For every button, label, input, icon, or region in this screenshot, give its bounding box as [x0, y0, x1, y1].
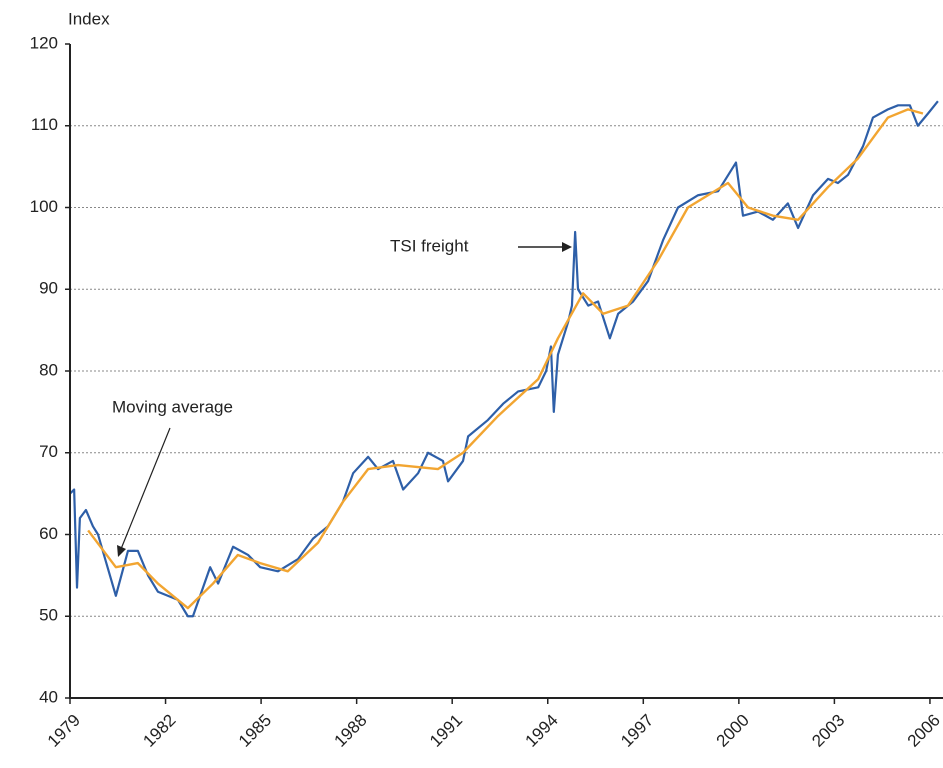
x-tick-label: 2000 [713, 711, 753, 751]
lines [69, 100, 939, 618]
x-tick-label: 1988 [330, 711, 370, 751]
x-tick-label: 1994 [522, 711, 562, 751]
x-tick-label: 2003 [808, 711, 848, 751]
y-axis-title: Index [68, 9, 110, 28]
y-tick-label: 40 [39, 687, 58, 706]
y-tick-label: 60 [39, 524, 58, 543]
y-tick-label: 90 [39, 279, 58, 298]
y-tick-label: 120 [30, 33, 58, 52]
arrow-head [117, 545, 126, 557]
annotation-arrow [120, 427, 171, 550]
y-tick-label: 110 [31, 115, 58, 134]
y-tick-label: 100 [30, 197, 58, 216]
x-tick-label: 2006 [904, 711, 943, 751]
y-tick-label: 70 [39, 442, 58, 461]
series-line [87, 108, 924, 610]
y-tick-label: 80 [39, 360, 58, 379]
annotation: TSI freight [390, 236, 469, 255]
x-tick-label: 1985 [235, 711, 275, 751]
arrow-head [562, 242, 572, 252]
annotation: Moving average [112, 397, 233, 416]
y-tick-label: 50 [39, 606, 58, 625]
series-line [69, 100, 939, 618]
x-tick-label: 1991 [426, 711, 466, 751]
x-tick-label: 1979 [44, 711, 84, 751]
x-tick-label: 1982 [139, 711, 179, 751]
x-tick-label: 1997 [617, 711, 657, 751]
grid [70, 125, 943, 617]
